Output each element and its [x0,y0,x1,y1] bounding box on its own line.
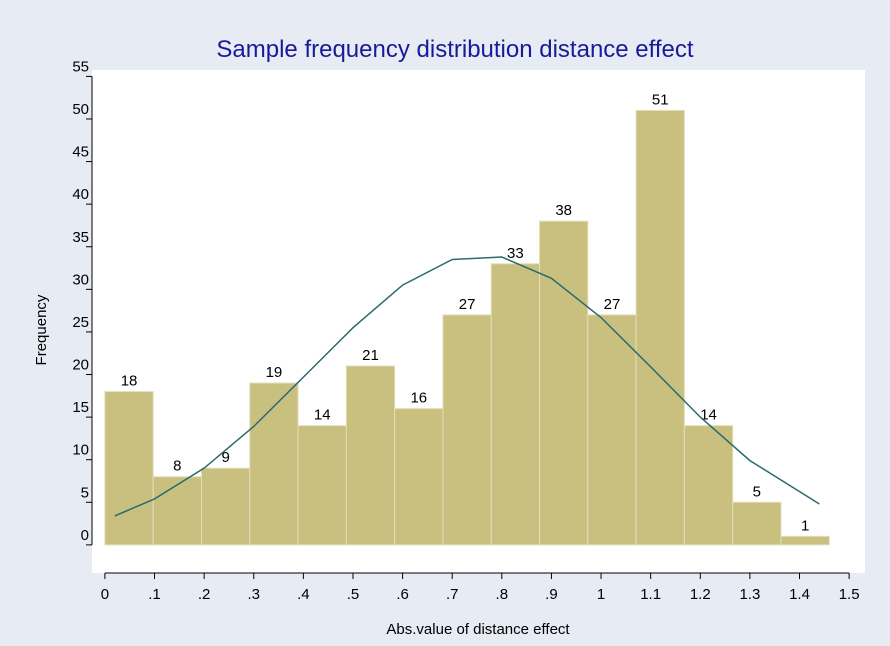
value-label: 51 [652,91,669,108]
x-tick-label: 1.5 [839,586,860,603]
x-tick-label: .2 [198,586,211,603]
bar [104,391,154,546]
y-axis-label: Frequency [33,294,50,365]
value-label: 14 [700,407,717,424]
x-tick-label: 1.2 [690,586,711,603]
x-tick-label: 1 [597,586,605,603]
value-label: 27 [459,296,476,313]
bar [539,220,589,546]
y-tick-label: 45 [72,144,89,161]
value-label: 33 [507,245,524,262]
value-label: 14 [314,407,331,424]
bar [201,467,251,546]
y-tick-label: 50 [72,101,89,118]
bar [780,535,830,546]
y-tick-label: 5 [81,484,89,501]
value-label: 38 [555,202,572,219]
bar [635,109,685,546]
x-tick-label: 1.4 [789,586,810,603]
bar [394,408,444,546]
value-label: 1 [801,517,809,534]
x-tick-label: .3 [247,586,260,603]
value-label: 5 [753,483,761,500]
y-tick-label: 25 [72,314,89,331]
x-tick-label: .8 [496,586,509,603]
value-label: 19 [266,364,283,381]
x-tick-label: .5 [347,586,360,603]
x-tick-label: 1.3 [739,586,760,603]
bar [249,382,299,546]
y-tick-label: 35 [72,229,89,246]
x-axis-label: Abs.value of distance effect [386,621,570,638]
x-tick-label: .1 [148,586,161,603]
y-tick-label: 30 [72,271,89,288]
x-tick-label: .6 [396,586,409,603]
x-tick-label: 0 [101,586,109,603]
y-tick-label: 0 [81,527,89,544]
bar [297,425,347,546]
value-label: 21 [362,347,379,364]
value-label: 16 [410,390,427,407]
chart-title: Sample frequency distribution distance e… [216,36,693,63]
y-tick-label: 40 [72,186,89,203]
x-tick-label: 1.1 [640,586,661,603]
value-label: 27 [604,296,621,313]
y-tick-label: 55 [72,58,89,75]
value-label: 18 [121,373,138,390]
bar [345,365,396,546]
x-tick-label: .7 [446,586,459,603]
bar [442,314,492,546]
bar [732,501,782,546]
value-label: 8 [173,458,181,475]
bar [490,263,541,546]
y-tick-label: 10 [72,442,89,459]
y-tick-label: 15 [72,399,89,416]
x-tick-label: .4 [297,586,310,603]
y-tick-label: 20 [72,357,89,374]
bar [587,314,637,546]
density-curve [114,256,820,517]
bar [683,425,734,546]
x-tick-label: .9 [545,586,558,603]
bar [152,476,203,546]
value-label: 9 [221,449,229,466]
